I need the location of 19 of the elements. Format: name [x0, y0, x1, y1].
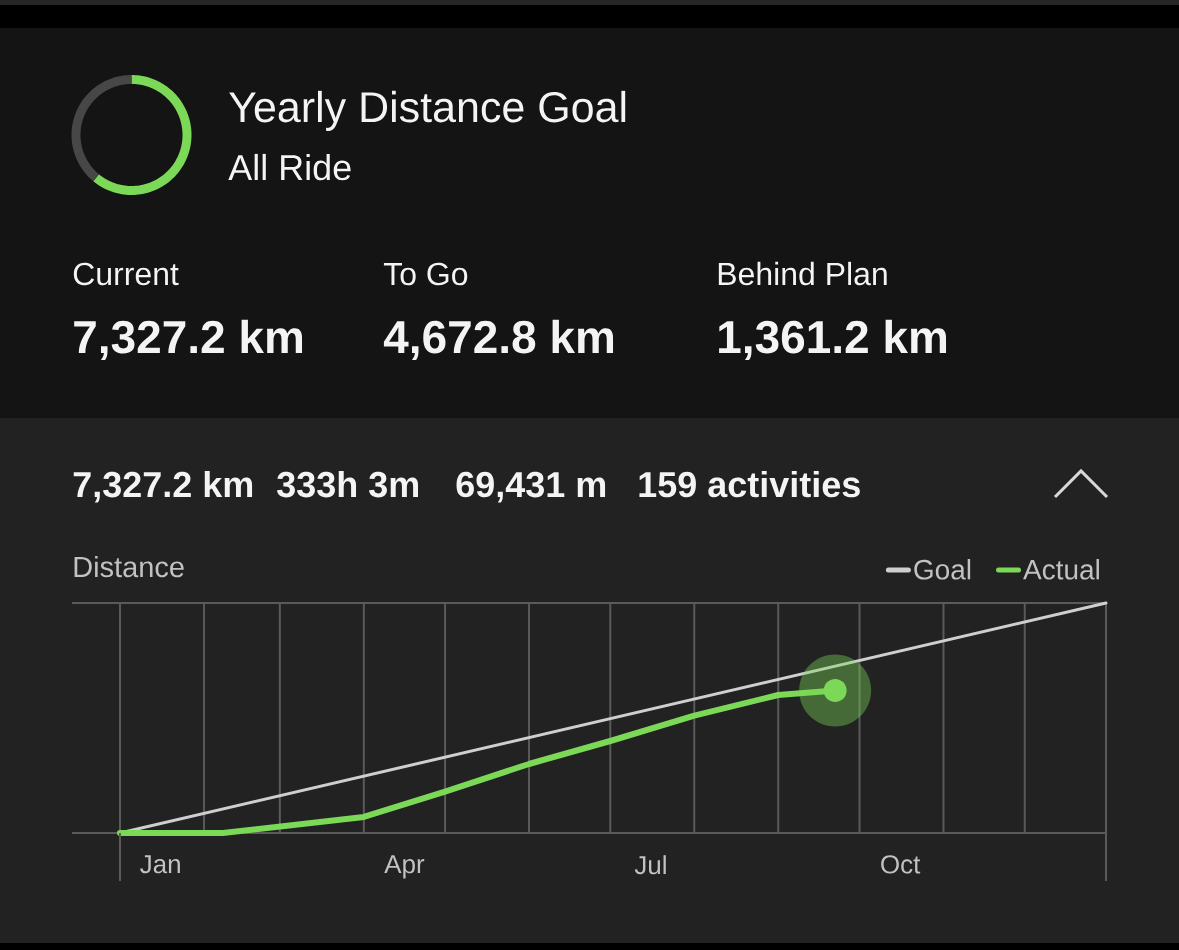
y-axis-title: Distance — [74, 555, 184, 578]
text: 69,431 m — [456, 471, 606, 503]
text: To Go — [383, 262, 468, 286]
text: Current — [73, 262, 179, 286]
text: 1,361.2 km — [719, 319, 947, 361]
legend-label: Goal — [914, 559, 971, 580]
text: Yearly Distance Goal — [229, 90, 626, 131]
text: All Ride — [228, 153, 351, 181]
text: 7,327.2 km — [74, 319, 303, 361]
x-tick-label: Jan — [140, 855, 180, 874]
x-tick-label: Apr — [384, 855, 425, 879]
text: 7,327.2 km — [73, 470, 253, 503]
text: 159 activities — [639, 470, 860, 498]
x-tick-label: Jul — [634, 855, 666, 875]
text: 333h 3m — [277, 470, 419, 498]
text: 4,672.8 km — [383, 319, 614, 361]
legend-label: Actual — [1023, 559, 1099, 580]
x-tick-label: Oct — [881, 855, 921, 874]
text: Behind Plan — [718, 261, 887, 286]
